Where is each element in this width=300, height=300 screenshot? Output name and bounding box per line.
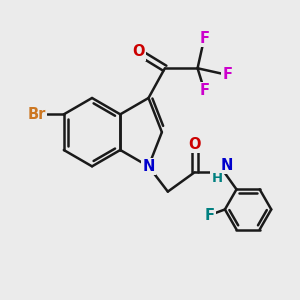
- Text: F: F: [222, 67, 232, 82]
- Text: H: H: [211, 172, 222, 185]
- Text: F: F: [200, 83, 210, 98]
- Text: N: N: [220, 158, 233, 173]
- Text: F: F: [200, 31, 210, 46]
- Text: O: O: [132, 44, 144, 59]
- Text: Br: Br: [28, 107, 46, 122]
- Text: N: N: [142, 159, 155, 174]
- Text: O: O: [188, 136, 201, 152]
- Text: F: F: [205, 208, 215, 223]
